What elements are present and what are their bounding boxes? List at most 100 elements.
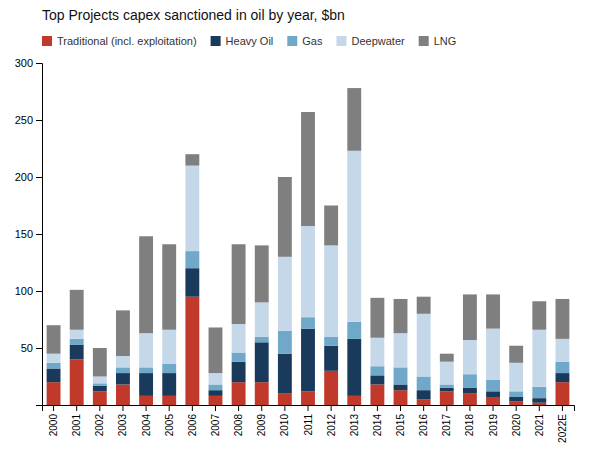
x-tick-mark	[516, 405, 517, 411]
x-tick-mark	[53, 405, 54, 411]
bar-segment	[70, 345, 84, 360]
x-tick-mark	[377, 405, 378, 411]
bar-segment	[116, 367, 130, 373]
bar-segment	[486, 397, 500, 405]
bar-segment	[417, 390, 431, 399]
y-tick-mark	[36, 63, 42, 64]
x-tick: 2002	[94, 405, 105, 436]
x-tick: 2012	[326, 405, 337, 436]
bar-segment	[555, 373, 569, 382]
y-tick-label: 100	[15, 285, 33, 297]
bar-segment	[394, 384, 408, 390]
bar-segment	[324, 346, 338, 371]
bar-segment	[255, 382, 269, 405]
x-tick-mark	[446, 405, 447, 411]
x-tick-label: 2021	[534, 414, 545, 437]
x-tick-label: 2008	[233, 414, 244, 437]
bar-segment	[47, 325, 61, 354]
bar-segment	[116, 373, 130, 384]
bar-segment	[185, 251, 199, 268]
legend-item: Deepwater	[336, 35, 405, 47]
bar-segment	[532, 387, 546, 398]
x-tick-mark	[284, 405, 285, 411]
x-tick: 2021	[534, 405, 545, 436]
x-tick: 2008	[233, 405, 244, 436]
x-tick-label: 2013	[349, 414, 360, 437]
x-tick-label: 2015	[395, 414, 406, 437]
bar-segment	[509, 346, 523, 363]
y-tick: 100	[15, 285, 42, 297]
x-tick-label: 2007	[210, 414, 221, 437]
bar-series	[47, 88, 570, 376]
bar-segment	[486, 294, 500, 328]
x-tick: 2010	[279, 405, 290, 436]
x-tick-label: 2010	[279, 414, 290, 437]
x-tick-label: 2017	[441, 414, 452, 437]
y-tick-label: 300	[15, 57, 33, 69]
y-tick-mark	[36, 348, 42, 349]
x-tick-mark	[169, 405, 170, 411]
bar-segment	[232, 244, 246, 324]
x-tick: 2000	[48, 405, 59, 436]
x-axis-line	[43, 406, 575, 412]
x-tick: 2001	[71, 405, 82, 436]
bar-segment	[532, 398, 546, 403]
x-tick-label: 2018	[464, 414, 475, 437]
x-tick-label: 2009	[256, 414, 267, 437]
bar-segment	[70, 359, 84, 405]
bar-segment	[440, 391, 454, 405]
x-tick-label: 2020	[511, 414, 522, 437]
y-axis: 50100150200250300	[15, 57, 43, 405]
bar-segment	[370, 366, 384, 375]
bar-segment	[232, 353, 246, 362]
bar-segment	[509, 363, 523, 392]
bar-segment	[162, 244, 176, 330]
bar-segment	[162, 364, 176, 373]
bar-segment	[47, 363, 61, 369]
bar-segment	[70, 290, 84, 330]
bar-segment	[278, 177, 292, 257]
y-tick-mark	[36, 120, 42, 121]
x-tick-mark	[562, 405, 563, 411]
bar-segment	[555, 382, 569, 405]
bar-segment	[463, 388, 477, 394]
x-tick: 2022E	[557, 405, 568, 443]
y-axis-line	[36, 64, 43, 406]
x-tick-mark	[122, 405, 123, 411]
bar-segment	[463, 340, 477, 374]
bar-segment	[255, 337, 269, 343]
x-tick: 2005	[164, 405, 175, 436]
bar-segment	[555, 362, 569, 373]
bar-segment	[70, 330, 84, 339]
legend-item: Heavy Oil	[211, 35, 274, 47]
x-tick-label: 2022E	[557, 414, 568, 443]
bar-segment	[93, 391, 107, 405]
bar-segment	[139, 236, 153, 333]
bar-segment	[347, 339, 361, 396]
chart-svg: Top Projects capex sanctioned in oil by …	[0, 0, 590, 455]
bar-segment	[324, 206, 338, 246]
bar-segment	[93, 377, 107, 384]
x-tick-mark	[493, 405, 494, 411]
legend-item: Traditional (incl. exploitation)	[42, 35, 197, 47]
bar-segment	[370, 298, 384, 338]
bar-segment	[394, 390, 408, 405]
y-tick: 300	[15, 57, 42, 69]
legend-label: Heavy Oil	[226, 35, 274, 47]
legend-label: LNG	[434, 35, 457, 47]
bar-segment	[370, 375, 384, 384]
legend-swatch	[42, 36, 52, 46]
plot-area: 5010015020025030020002001200220032004200…	[15, 57, 575, 443]
bar-segment	[139, 333, 153, 367]
x-tick-mark	[99, 405, 100, 411]
y-tick: 200	[15, 171, 42, 183]
bar-segment	[301, 391, 315, 405]
bar-segment	[555, 339, 569, 362]
bar-segment	[417, 377, 431, 391]
y-tick-mark	[36, 291, 42, 292]
bar-segment	[301, 329, 315, 392]
bar-segment	[417, 399, 431, 405]
bar-segment	[324, 371, 338, 405]
x-tick: 2017	[441, 405, 452, 436]
bar-segment	[532, 301, 546, 330]
